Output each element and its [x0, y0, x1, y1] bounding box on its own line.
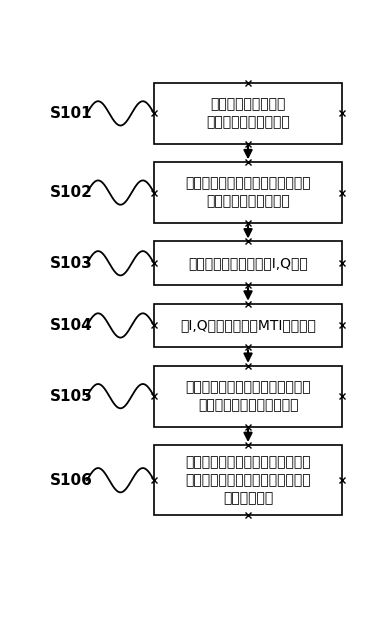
- Text: 雷达接收机收到之前发射的信号，
并对回波信号进行采样: 雷达接收机收到之前发射的信号， 并对回波信号进行采样: [185, 177, 311, 208]
- Text: S104: S104: [50, 318, 92, 333]
- Text: 对回波信号的相参积累结果进行恒
虚警和居心检测，判断检测区域内
是否存在目标: 对回波信号的相参积累结果进行恒 虚警和居心检测，判断检测区域内 是否存在目标: [185, 456, 311, 505]
- Bar: [154, 162, 342, 223]
- Bar: [154, 445, 342, 516]
- Text: S101: S101: [50, 106, 92, 121]
- Text: 对滤波后的数据进行相参积累，得
到回波信号的相参积累结果: 对滤波后的数据进行相参积累，得 到回波信号的相参积累结果: [185, 380, 311, 412]
- Text: 将I,Q数据合并并对MTI滤波处理: 将I,Q数据合并并对MTI滤波处理: [180, 319, 316, 333]
- Bar: [154, 366, 342, 427]
- Text: 开机自定位和朝向，
学习录取周围环境参数: 开机自定位和朝向， 学习录取周围环境参数: [206, 97, 290, 129]
- Text: S102: S102: [50, 185, 92, 200]
- Bar: [154, 83, 342, 144]
- Text: S105: S105: [50, 389, 92, 404]
- Text: 分别提取出回波信号的I,Q数据: 分别提取出回波信号的I,Q数据: [188, 256, 308, 270]
- Bar: [154, 242, 342, 285]
- Bar: [154, 304, 342, 347]
- Text: S103: S103: [50, 256, 92, 271]
- Text: S106: S106: [50, 473, 92, 488]
